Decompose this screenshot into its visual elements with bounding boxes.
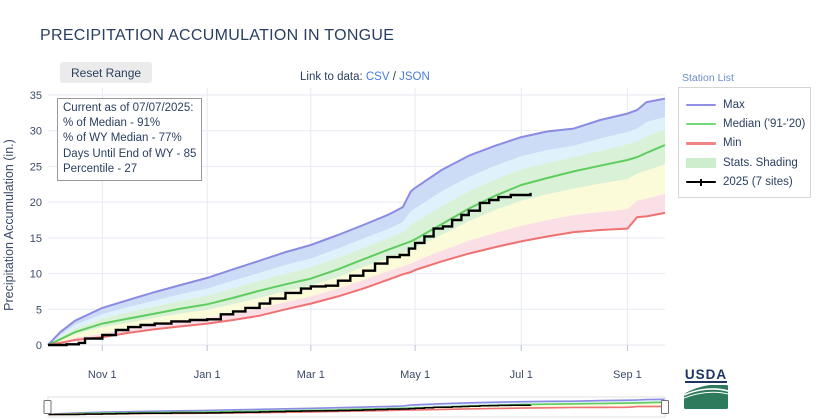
shading-swatch-icon [686,158,716,169]
legend-label: Stats. Shading [723,156,798,169]
y-tick-label: 35 [30,90,42,102]
legend-label: Max [723,98,745,111]
annotation-line: Days Until End of WY - 85 [63,147,197,160]
band-70-90-mini [48,400,665,415]
line-swatch-icon [686,99,716,111]
median-line [47,144,666,346]
csv-link[interactable]: CSV [365,71,390,83]
line-swatch-icon [686,137,716,149]
rangeslider-handle-left[interactable] [43,400,52,414]
max-line-mini [47,398,666,416]
legend-item-median-91-20[interactable]: Median ('91-'20) [686,114,810,133]
annotation-line: % of Median - 91% [63,117,161,130]
reset-range-button[interactable]: Reset Range [60,62,153,83]
usda-symbol-icon [684,385,728,409]
band-90-max [48,98,665,345]
x-tick-label: Jan 1 [194,369,221,381]
legend-label: Median ('91-'20) [723,117,806,130]
legend-item-stats-shading[interactable]: Stats. Shading [686,153,810,172]
y-tick-label: 30 [30,126,42,138]
legend-item-max[interactable]: Max [686,95,810,114]
min-line [47,211,666,346]
legend-item-min[interactable]: Min [686,134,810,153]
x-tick-label: Mar 1 [297,369,325,381]
y-tick-label: 10 [30,269,42,281]
band-30-70 [48,129,665,345]
y-tick-label: 25 [30,161,42,173]
band-70-90 [48,117,665,345]
x-tick-label: Sep 1 [613,369,642,381]
band-min-10 [48,193,665,345]
line-swatch-icon [686,118,716,130]
band-10-30-mini [48,403,665,415]
x-tick-label: Nov 1 [88,369,117,381]
usda-logo-text: USDA [684,367,728,383]
legend-items: Max Median ('91-'20) Min Stats. Shading 2025… [686,95,810,191]
band-10-30 [48,164,665,345]
y-tick-label: 20 [30,197,42,209]
line-swatch-icon [686,176,716,188]
annotation-line: Percentile - 27 [63,162,138,175]
y-tick-label: 0 [36,340,42,352]
y-tick-label: 15 [30,233,42,245]
annotation-line: % of WY Median - 77% [63,132,182,145]
usda-logo: USDA [684,366,728,409]
x-tick-label: May 1 [400,369,430,381]
annotation-line: Current as of 07/07/2025: [63,102,194,114]
page-title: PRECIPITATION ACCUMULATION IN TONGUE [40,27,395,44]
current-year-line [48,192,532,347]
link-separator: / [389,71,400,83]
current-stats-box: Current as of 07/07/2025: % of Median - 9… [57,98,202,182]
y-tick-label: 5 [36,304,42,316]
current-year-line-mini [48,404,532,416]
legend-item-2025-7-sites[interactable]: 2025 (7 sites) [686,172,810,191]
rangeslider-handle-right[interactable] [661,400,669,414]
data-links: Link to data: CSV / JSON [300,71,430,83]
link-prefix-label: Link to data: [300,71,366,83]
x-tick-label: Jul 1 [510,369,533,381]
legend-label: Min [723,137,742,150]
station-list-link[interactable]: Station List [682,72,734,84]
legend: Max Median ('91-'20) Min Stats. Shading 2025… [678,87,811,199]
json-link[interactable]: JSON [399,71,430,83]
max-line [47,97,666,346]
legend-label: 2025 (7 sites) [723,175,793,188]
